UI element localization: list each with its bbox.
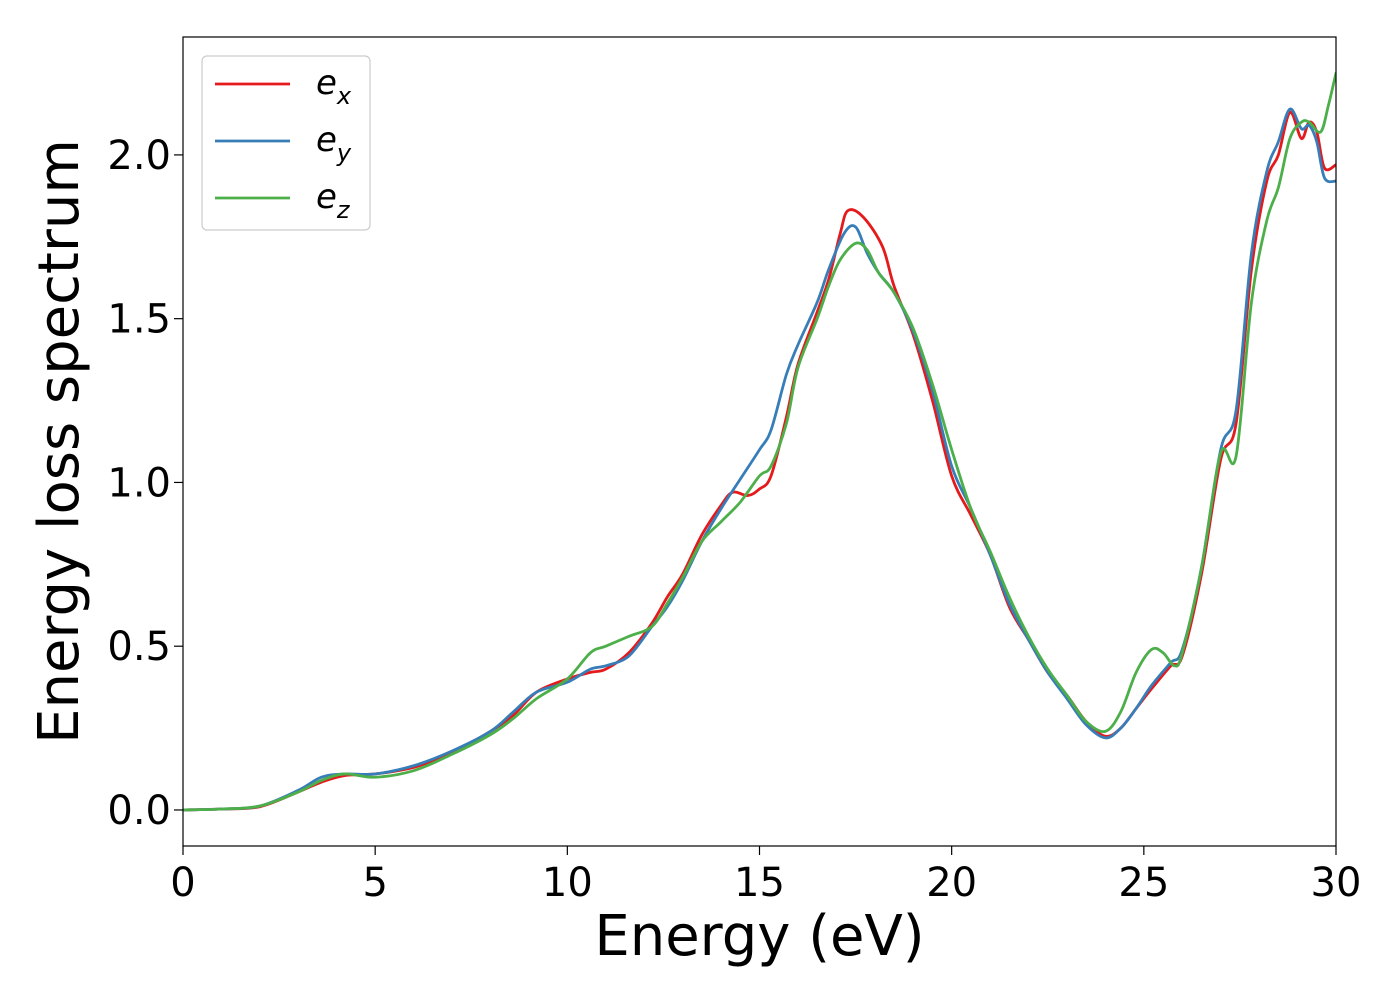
x-tick-label: 10 bbox=[542, 860, 593, 906]
y-tick-label: 0.0 bbox=[107, 788, 171, 834]
legend-label-y: ey bbox=[316, 120, 352, 167]
legend-box bbox=[201, 55, 371, 231]
y-axis-label: Energy loss spectrum bbox=[27, 139, 92, 744]
x-axis-label: Energy (eV) bbox=[594, 904, 924, 969]
legend-label-x: ex bbox=[316, 63, 352, 110]
y-tick-label: 1.5 bbox=[107, 297, 171, 343]
legend-label-z: ez bbox=[316, 177, 351, 224]
x-tick-label: 0 bbox=[170, 860, 195, 906]
series-layer bbox=[183, 71, 1336, 812]
x-tick-label: 20 bbox=[926, 860, 977, 906]
y-tick-label: 0.5 bbox=[107, 624, 171, 670]
series-line-z bbox=[183, 71, 1336, 812]
legend: ex ey ez bbox=[201, 55, 371, 231]
x-tick-label: 5 bbox=[362, 860, 387, 906]
y-tick-label: 2.0 bbox=[107, 133, 171, 179]
x-tick-label: 25 bbox=[1118, 860, 1169, 906]
y-tick-label: 1.0 bbox=[107, 460, 171, 506]
x-tick-label: 15 bbox=[734, 860, 785, 906]
ticks-layer: 0 5 10 15 20 25 30 0.0 0.5 1.0 1.5 2.0 bbox=[107, 133, 1361, 906]
x-tick-label: 30 bbox=[1311, 860, 1362, 906]
series-line-x bbox=[183, 110, 1336, 812]
